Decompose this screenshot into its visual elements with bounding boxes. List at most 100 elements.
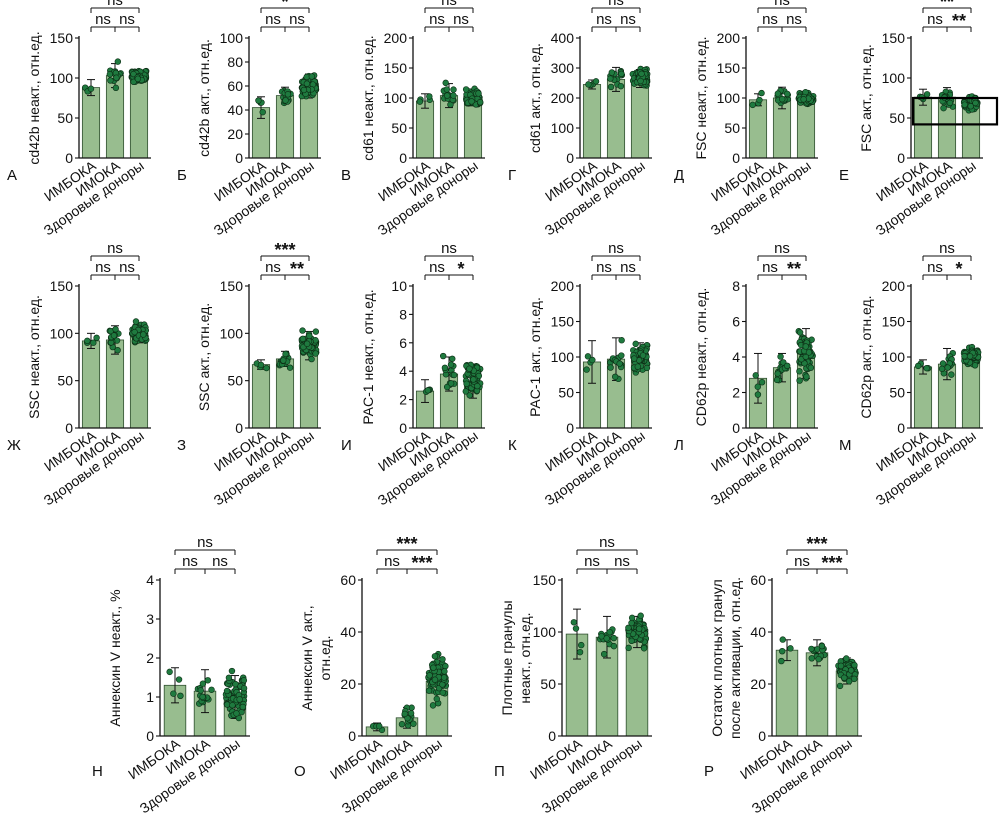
- y-tick-label: 150: [882, 30, 906, 46]
- bar: [129, 76, 149, 159]
- data-point: [475, 90, 482, 97]
- sig-label: **: [290, 259, 304, 279]
- data-point: [170, 690, 177, 697]
- y-tick-label: 0: [235, 150, 243, 166]
- data-point: [424, 387, 432, 394]
- data-point: [967, 103, 974, 110]
- panel-letter: З: [177, 437, 186, 454]
- data-point: [131, 328, 138, 336]
- sig-label: ns: [614, 553, 630, 570]
- data-point: [199, 693, 206, 701]
- sig-label: ns: [441, 0, 457, 9]
- data-point: [130, 78, 137, 86]
- data-point: [431, 653, 439, 660]
- y-tick-label: 0: [235, 420, 243, 436]
- data-point: [774, 90, 782, 97]
- sig-label: *: [281, 0, 288, 12]
- data-point: [134, 75, 142, 82]
- y-tick-label: 4: [399, 363, 407, 379]
- sig-label: ns: [289, 11, 305, 28]
- data-point: [961, 101, 968, 108]
- bar: [129, 332, 149, 429]
- y-tick-label: 20: [750, 676, 766, 692]
- panel-letter: Ж: [7, 437, 21, 454]
- data-point: [223, 701, 231, 708]
- data-point: [818, 642, 826, 650]
- data-point: [450, 371, 458, 379]
- data-point: [944, 364, 951, 371]
- y-tick-label: 0: [897, 420, 905, 436]
- data-point: [796, 368, 803, 375]
- data-point: [632, 340, 639, 348]
- bar: [81, 340, 101, 429]
- y-tick-label: 150: [882, 314, 906, 330]
- data-point: [754, 391, 762, 398]
- data-point: [450, 92, 457, 99]
- data-point: [618, 352, 625, 359]
- data-point: [93, 334, 100, 342]
- sig-label: ns: [620, 11, 636, 28]
- data-point: [616, 360, 623, 367]
- y-axis-label: SSC неакт., отн.ед.: [26, 295, 42, 419]
- y-tick-label: 0: [732, 420, 740, 436]
- sig-label: ns: [119, 259, 135, 276]
- data-point: [971, 362, 979, 369]
- data-point: [140, 331, 147, 338]
- y-tick-label: 300: [551, 60, 575, 76]
- y-tick-label: 150: [50, 278, 74, 294]
- y-tick-label: 8: [732, 278, 740, 294]
- sig-label: ns: [599, 534, 615, 551]
- data-point: [312, 350, 319, 357]
- data-point: [807, 364, 815, 371]
- data-point: [752, 372, 759, 379]
- data-point: [299, 335, 307, 343]
- data-point: [778, 657, 785, 665]
- sig-label: ns: [441, 240, 457, 257]
- y-tick-label: 8: [399, 306, 407, 322]
- data-point: [796, 329, 804, 336]
- sig-label: ns: [608, 240, 624, 257]
- sig-label: ***: [274, 240, 295, 260]
- data-point: [592, 78, 600, 85]
- y-tick-label: 0: [566, 420, 574, 436]
- data-point: [204, 677, 212, 684]
- data-point: [426, 93, 433, 100]
- sig-label: ns: [95, 259, 111, 276]
- data-point: [312, 328, 320, 335]
- data-point: [430, 664, 437, 671]
- y-axis-label: SSC акт., отн.ед.: [196, 303, 212, 411]
- data-point: [240, 685, 248, 692]
- data-point: [239, 703, 247, 711]
- y-axis-label: CD62p неакт., отн.ед.: [693, 288, 709, 427]
- data-point: [851, 661, 858, 669]
- panel-letter: О: [294, 763, 306, 780]
- data-point: [640, 645, 648, 652]
- panel-letter: Г: [508, 167, 516, 184]
- sig-label: ns: [620, 259, 636, 276]
- data-point: [376, 722, 383, 730]
- y-tick-label: 60: [227, 78, 243, 94]
- data-point: [398, 721, 406, 728]
- data-point: [779, 636, 786, 643]
- y-tick-label: 400: [551, 30, 575, 46]
- panel-letter: И: [341, 437, 352, 454]
- data-point: [112, 84, 120, 92]
- y-tick-label: 150: [384, 60, 408, 76]
- sig-label: ns: [453, 11, 469, 28]
- data-point: [114, 58, 122, 65]
- y-axis-label: cd42b неакт., отн.ед.: [26, 31, 42, 164]
- data-point: [815, 655, 822, 663]
- data-point: [439, 352, 447, 360]
- data-point: [426, 672, 433, 679]
- y-tick-label: 100: [50, 325, 74, 341]
- sig-label: ns: [927, 11, 943, 28]
- sig-label: ns: [107, 240, 123, 257]
- y-tick-label: 0: [732, 150, 740, 166]
- data-point: [477, 98, 484, 106]
